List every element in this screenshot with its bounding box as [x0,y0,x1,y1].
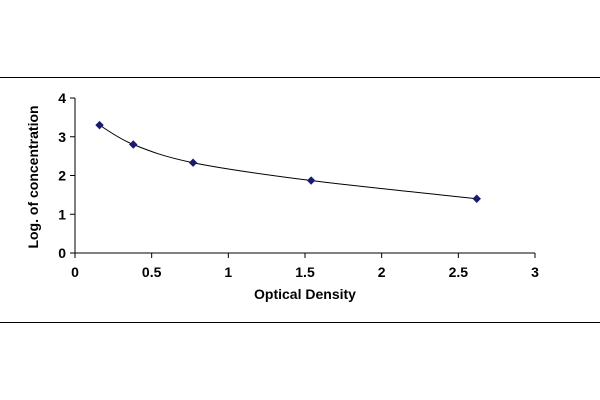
data-point-marker [129,140,138,149]
x-tick-label: 3 [531,264,539,280]
y-tick-label: 3 [58,129,66,145]
ticks [70,97,536,258]
axes [74,98,535,254]
y-tick-label: 4 [58,90,66,106]
x-axis-title: Optical Density [254,286,356,302]
chart-frame [0,77,600,323]
data-point-marker [188,158,198,167]
x-tick-label: 1 [224,264,232,280]
tick-labels: 0 0.5 1 1.5 2 2.5 3 0 1 2 3 4 [58,90,539,280]
data-point-marker [95,120,104,130]
data-points [95,120,481,203]
y-tick-label: 1 [58,206,66,222]
data-point-marker [472,194,481,203]
y-tick-label: 2 [58,168,66,184]
data-point-marker [306,176,316,185]
x-tick-label: 0.5 [142,264,162,280]
x-tick-label: 1.5 [295,264,315,280]
x-tick-label: 2.5 [449,264,469,280]
fit-curve [99,124,477,200]
y-axis-title: Log. of concentration [25,105,41,248]
y-tick-label: 0 [58,245,66,261]
x-tick-label: 0 [71,264,79,280]
x-tick-label: 2 [378,264,386,280]
